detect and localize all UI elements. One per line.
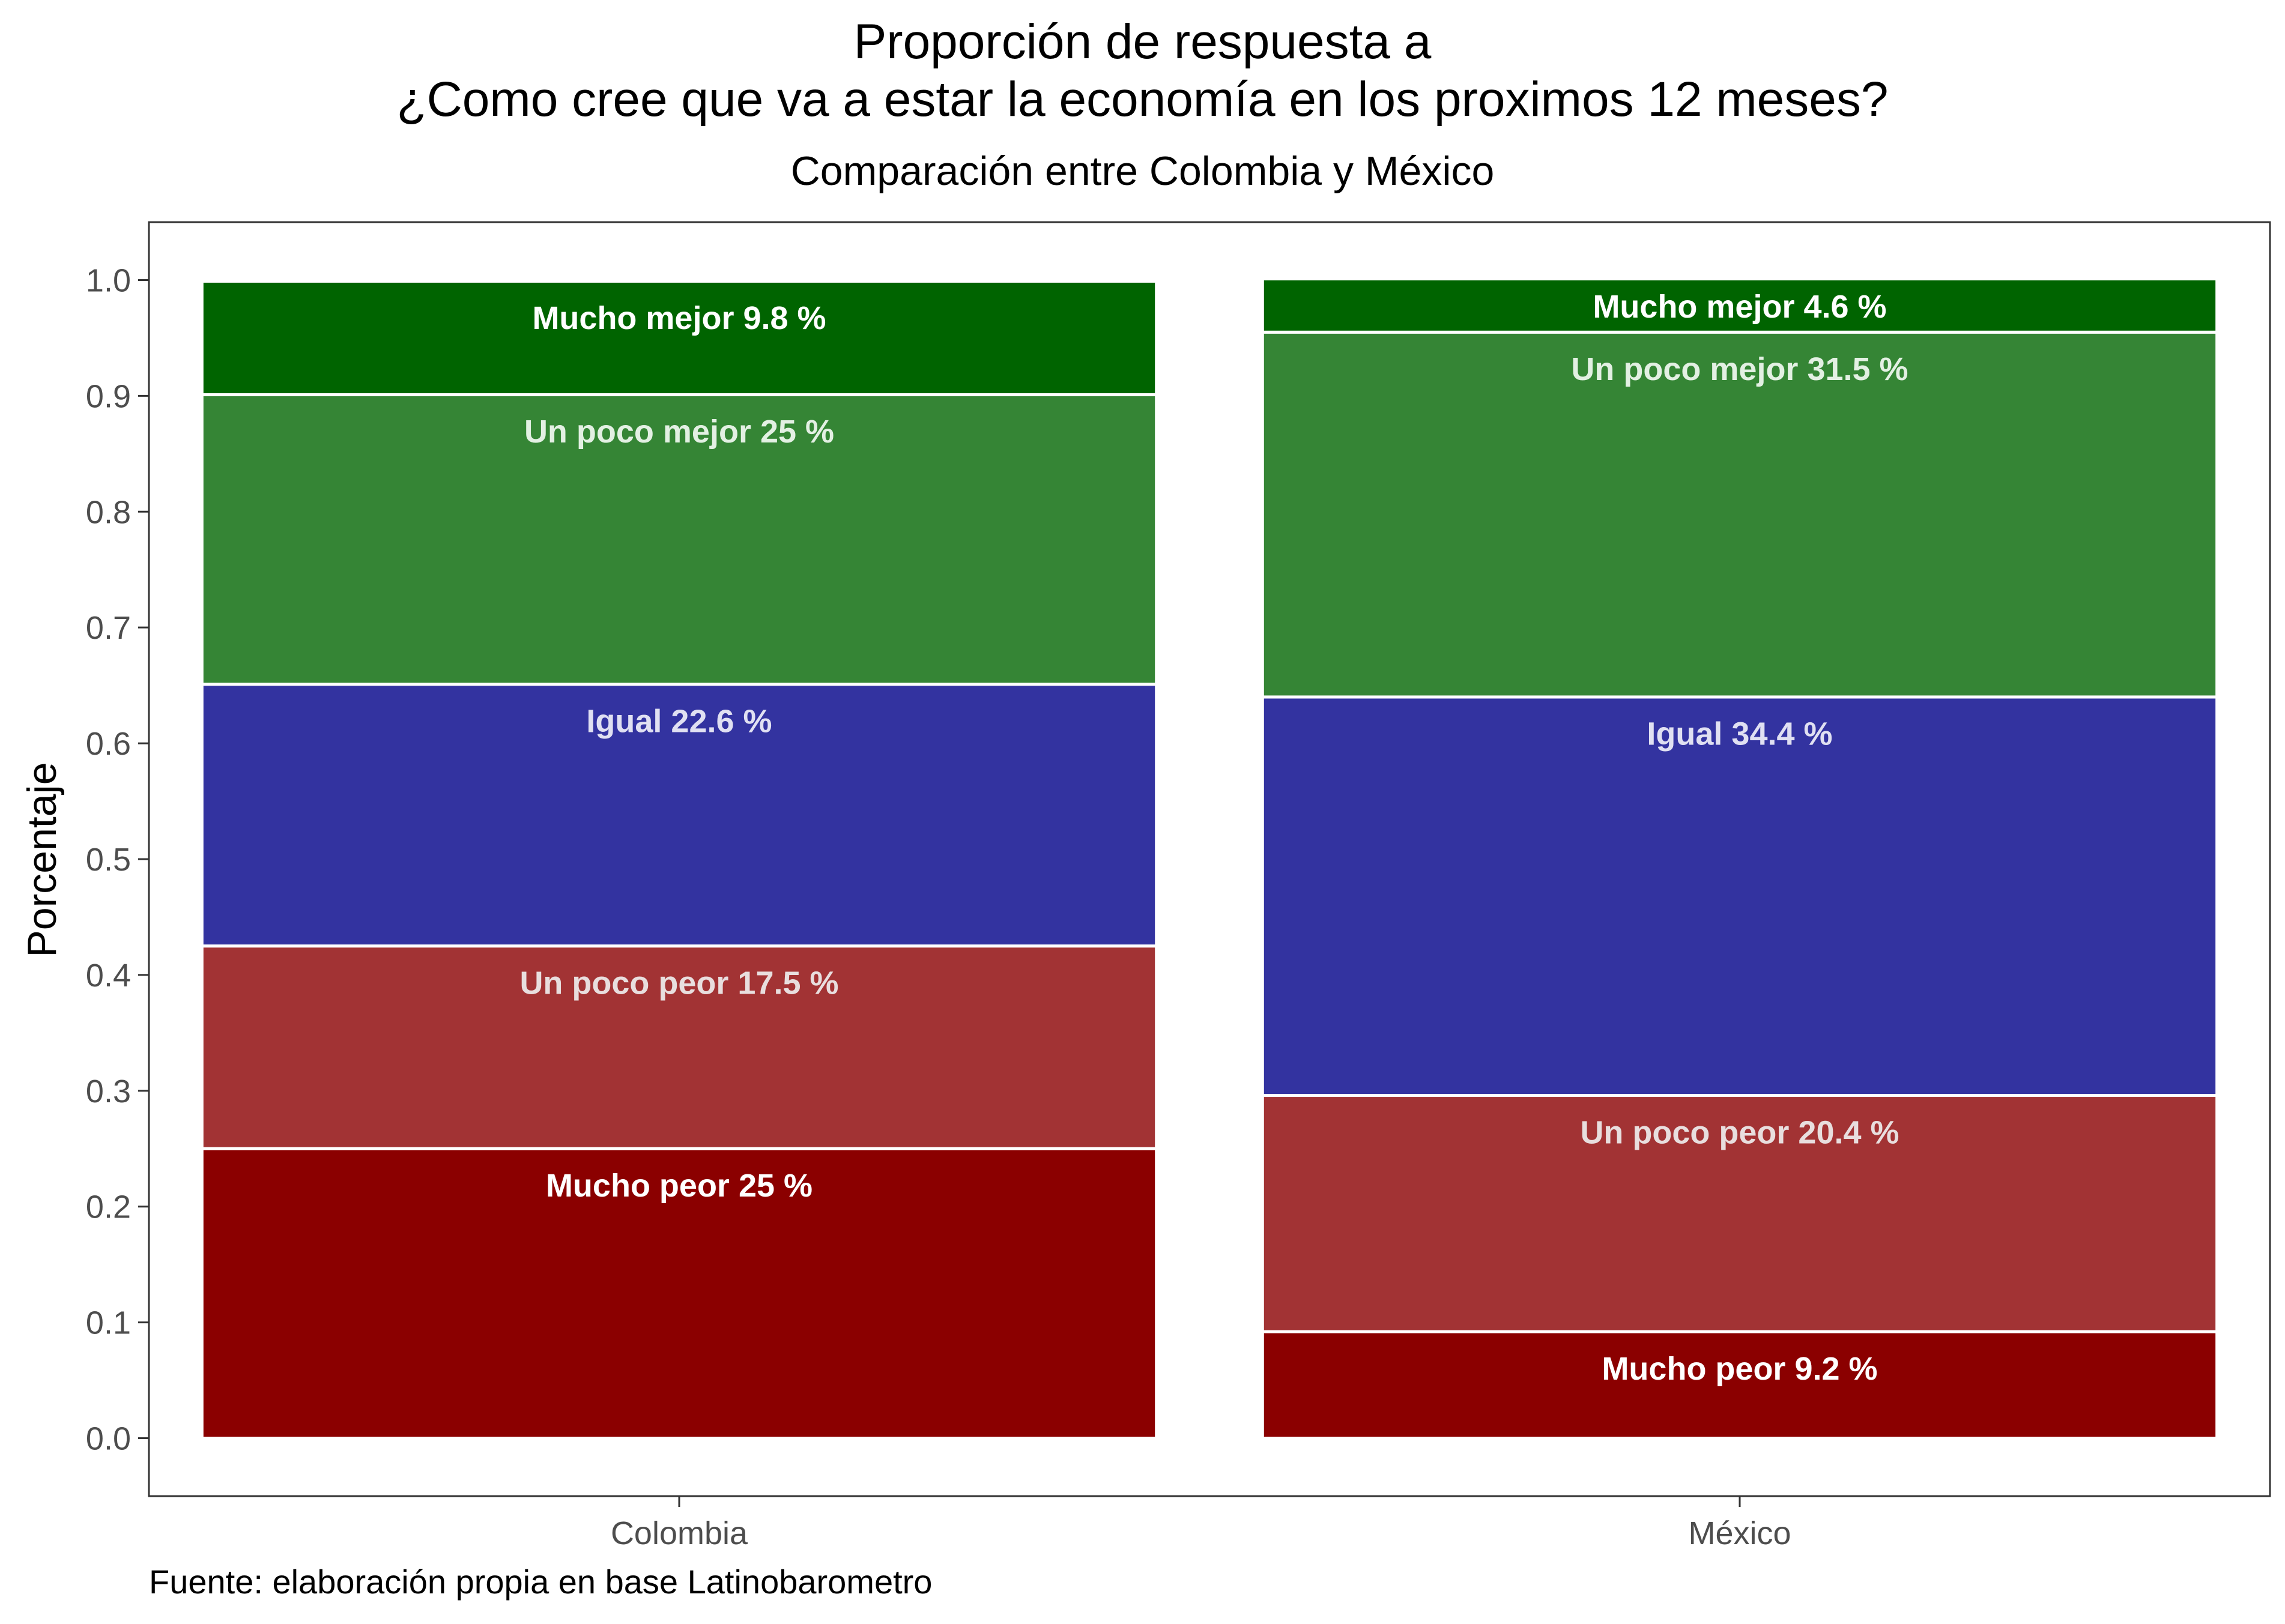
bar-segments (200, 277, 2219, 1440)
y-tick-label: 0.7 (86, 610, 131, 646)
chart-subtitle: Comparación entre Colombia y México (790, 148, 1495, 194)
segment-label-igual: Igual 34.4 % (1647, 716, 1832, 752)
segment-label-un-poco-mejor: Un poco mejor 25 % (524, 414, 834, 450)
y-tick-label: 0.9 (86, 378, 131, 414)
chart-title-line-2: ¿Como cree que va a estar la economía en… (396, 72, 1889, 127)
segment-label-igual: Igual 22.6 % (586, 704, 772, 740)
segment-label-un-poco-peor: Un poco peor 20.4 % (1580, 1114, 1899, 1150)
bar-segment-mucho-mejor (1261, 277, 2219, 334)
bar-segment-un-poco-mejor (200, 393, 1158, 686)
segment-label-un-poco-mejor: Un poco mejor 31.5 % (1571, 351, 1908, 387)
y-axis: 0.0 0.1 0.2 0.3 0.4 0.5 0.6 0.7 0.8 0.9 1.0 (86, 262, 149, 1457)
segment-labels: Mucho peor 25 % Un poco peor 17.5 % Igual … (519, 289, 1908, 1387)
y-tick-label: 0.0 (86, 1421, 131, 1457)
bar-segment-un-poco-peor (200, 944, 1158, 1150)
x-axis: Colombia México (611, 1496, 1791, 1551)
y-tick-label: 1.0 (86, 262, 131, 298)
bar-segment-igual (1261, 695, 2219, 1097)
bar-segment-mucho-mejor (200, 279, 1158, 396)
segment-label-mucho-mejor: Mucho mejor 9.8 % (532, 300, 826, 336)
bar-segment-mucho-peor (1261, 1330, 2219, 1440)
x-tick-label: México (1688, 1515, 1791, 1551)
bar-segment-igual (200, 683, 1158, 948)
segment-label-un-poco-peor: Un poco peor 17.5 % (519, 965, 838, 1001)
x-tick-label: Colombia (611, 1515, 748, 1551)
y-tick-label: 0.8 (86, 494, 131, 530)
y-tick-label: 0.1 (86, 1305, 131, 1341)
y-tick-label: 0.3 (86, 1073, 131, 1109)
chart-title-line-1: Proporción de respuesta a (853, 14, 1432, 69)
segment-label-mucho-peor: Mucho peor 25 % (546, 1168, 813, 1204)
segment-label-mucho-mejor: Mucho mejor 4.6 % (1593, 289, 1886, 325)
y-tick-label: 0.2 (86, 1189, 131, 1225)
chart-title: Proporción de respuesta a ¿Como cree que… (0, 13, 2285, 128)
y-tick-label: 0.6 (86, 726, 131, 762)
segment-label-mucho-peor: Mucho peor 9.2 % (1602, 1351, 1877, 1387)
y-tick-label: 0.4 (86, 958, 131, 994)
chart-caption: Fuente: elaboración propia en base Latin… (149, 1563, 933, 1601)
y-tick-label: 0.5 (86, 842, 131, 878)
bar-segment-un-poco-mejor (1261, 330, 2219, 699)
bar-segment-mucho-peor (200, 1147, 1158, 1440)
